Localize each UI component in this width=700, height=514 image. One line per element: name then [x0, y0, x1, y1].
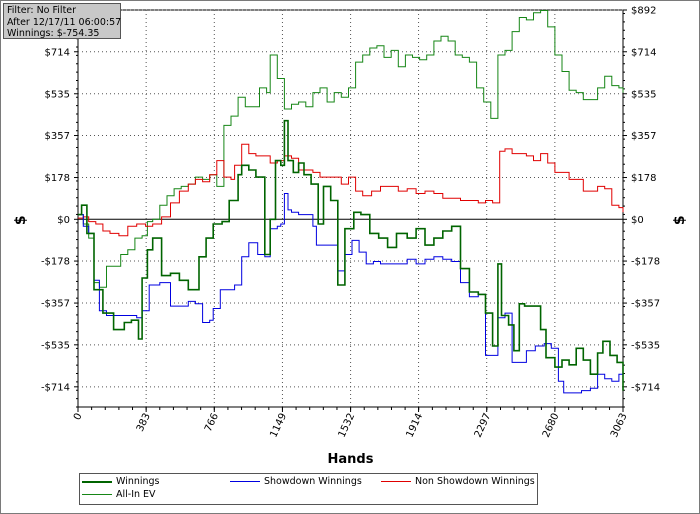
legend-swatch-non-showdown: [381, 481, 411, 482]
y-tick-label-right--178: -$178: [631, 257, 660, 268]
y-tick-label-right-714: $714: [631, 47, 656, 58]
x-axis-title: Hands: [328, 452, 374, 467]
legend-label-allin-ev: All-In EV: [116, 489, 156, 500]
y-axis-title-left: $: [13, 215, 29, 225]
legend-swatch-showdown: [230, 481, 260, 482]
x-tick-label-2297: 2297: [473, 412, 494, 440]
filter-info-box: Filter: No Filter After 12/17/11 06:00:5…: [3, 3, 121, 39]
legend-swatch-allin-ev: [82, 494, 112, 495]
legend-entry-non-showdown: Non Showdown Winnings: [381, 476, 535, 487]
y-tick-label-right--357: -$357: [631, 299, 660, 310]
winnings-text: Winnings: $-754.35: [7, 28, 100, 39]
y-tick-label-right--714: -$714: [631, 382, 660, 393]
legend-entry-allin-ev: All-In EV: [82, 489, 156, 500]
series-line-non-showdown-winnings: [78, 143, 624, 237]
y-tick-label-left-357: $357: [45, 131, 70, 142]
y-tick-label-left-0: $0: [57, 215, 70, 226]
x-tick-label-383: 383: [135, 412, 153, 434]
x-tick-label-766: 766: [203, 412, 221, 434]
y-tick-label-right--535: -$535: [631, 340, 660, 351]
chart-legend: Winnings Showdown Winnings Non Showdown …: [79, 473, 538, 505]
y-tick-label-left--357: -$357: [41, 299, 70, 310]
x-tick-label-3063: 3063: [609, 412, 630, 440]
x-tick-label-1149: 1149: [268, 412, 289, 440]
y-tick-label-right-892: $892: [631, 6, 656, 17]
series-line-all-in-ev: [78, 10, 624, 288]
y-tick-label-right-178: $178: [631, 173, 656, 184]
y-tick-label-right-0: $0: [631, 215, 644, 226]
y-axis-title-right: $: [672, 215, 688, 225]
x-tick-label-2680: 2680: [541, 412, 562, 440]
y-tick-label-left-535: $535: [45, 89, 70, 100]
y-tick-label-right-535: $535: [631, 89, 656, 100]
x-tick-label-1532: 1532: [337, 412, 358, 440]
legend-swatch-winnings: [82, 480, 112, 483]
filter-text: Filter: No Filter: [7, 5, 77, 16]
after-date-text: After 12/17/11 06:00:57: [7, 16, 122, 28]
y-tick-label-right-357: $357: [631, 131, 656, 142]
legend-label-showdown: Showdown Winnings: [264, 476, 362, 487]
y-tick-label-left--178: -$178: [41, 257, 70, 268]
legend-entry-winnings: Winnings: [82, 476, 160, 487]
y-tick-label-left--535: -$535: [41, 340, 70, 351]
y-tick-label-left--714: -$714: [41, 382, 70, 393]
series-line-winnings: [78, 119, 624, 391]
y-tick-label-left-714: $714: [45, 47, 70, 58]
legend-label-winnings: Winnings: [116, 476, 160, 487]
legend-label-non-showdown: Non Showdown Winnings: [415, 476, 535, 487]
x-tick-label-1914: 1914: [405, 412, 426, 440]
legend-entry-showdown: Showdown Winnings: [230, 476, 362, 487]
x-tick-label-0: 0: [72, 412, 85, 422]
y-tick-label-left-178: $178: [45, 173, 70, 184]
